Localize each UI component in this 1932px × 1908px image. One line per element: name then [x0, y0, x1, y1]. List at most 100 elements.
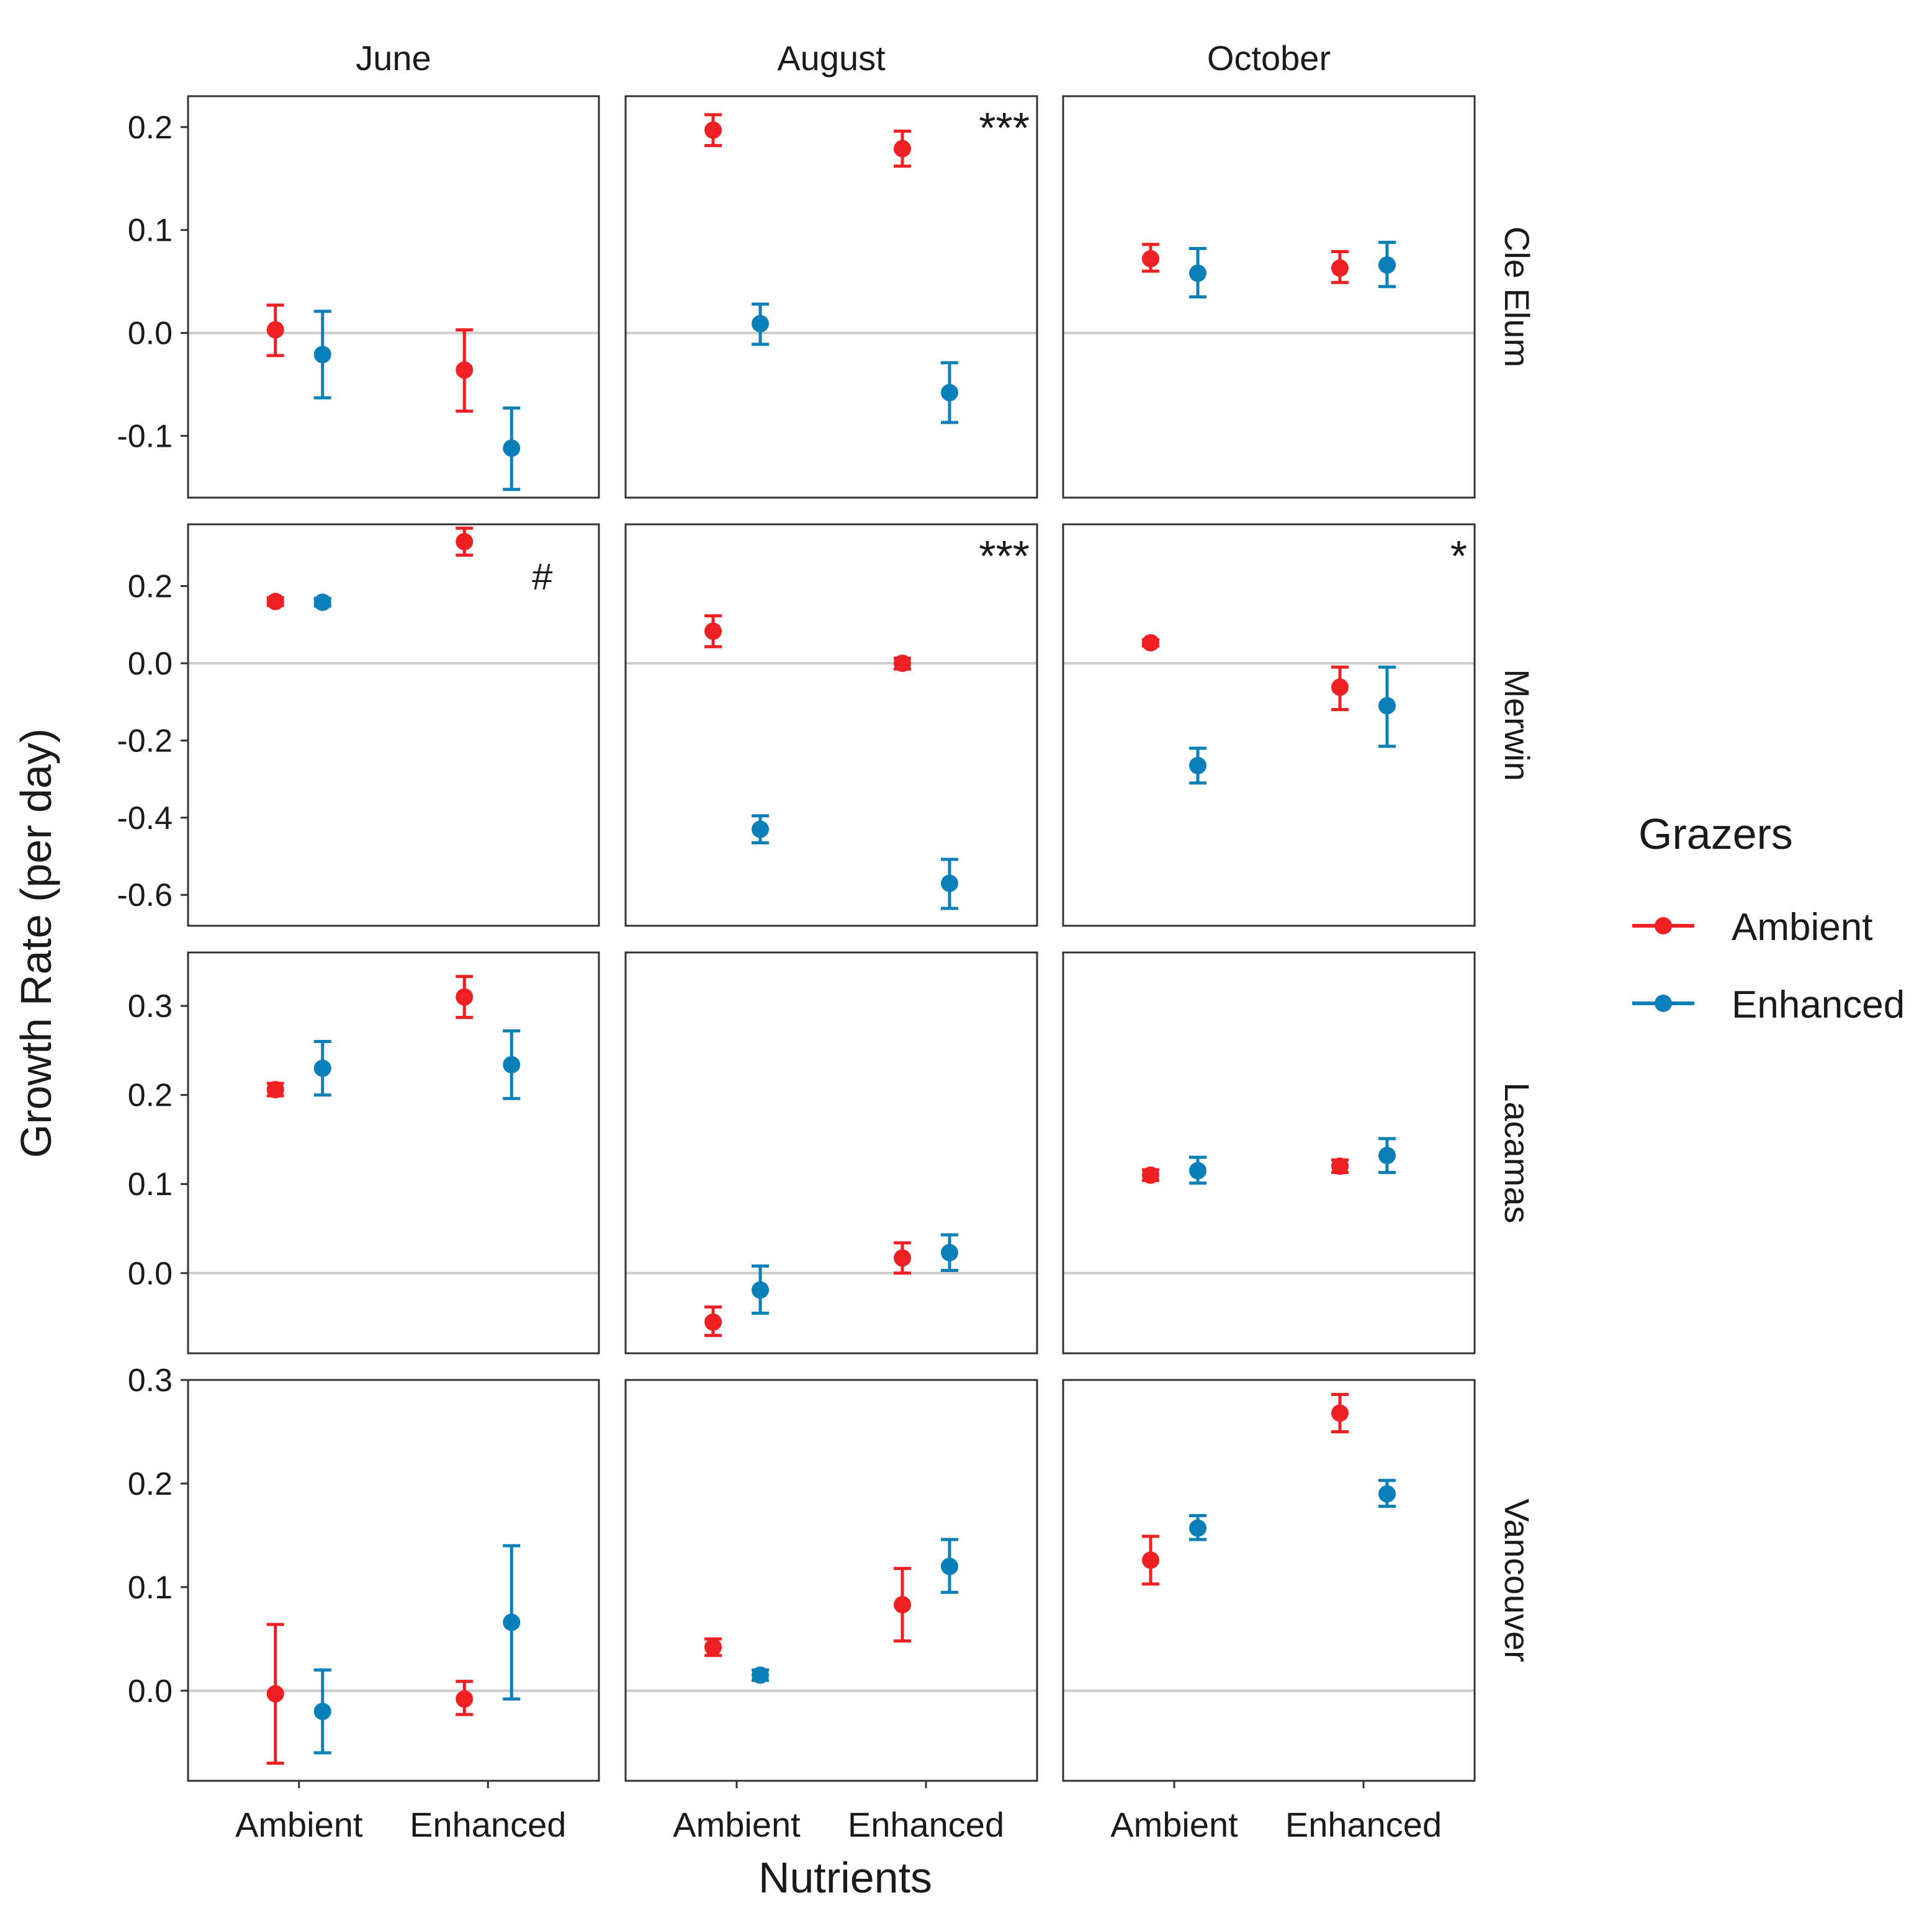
point-vancouver-august-ambient-grazers-ambient-nutrients [704, 1638, 722, 1656]
y-tick-label: 0.1 [128, 1570, 173, 1606]
point-merwin-october-ambient-grazers-enhanced-nutrients [1331, 678, 1349, 696]
point-lacamas-october-ambient-grazers-ambient-nutrients [1142, 1166, 1160, 1184]
point-merwin-june-enhanced-grazers-ambient-nutrients [313, 593, 331, 611]
legend: Grazers Ambient Enhanced [1632, 810, 1905, 1026]
legend-label-ambient: Ambient [1732, 906, 1872, 949]
point-merwin-june-ambient-grazers-ambient-nutrients [266, 593, 284, 611]
strip-label-merwin: Merwin [1498, 669, 1537, 781]
point-cle-elum-october-enhanced-grazers-ambient-nutrients [1189, 264, 1207, 282]
y-tick-label: 0.1 [128, 213, 173, 249]
point-merwin-october-ambient-grazers-ambient-nutrients [1142, 634, 1160, 652]
point-vancouver-august-ambient-grazers-enhanced-nutrients [893, 1596, 911, 1614]
strip-label-vancouver: Vancouver [1498, 1498, 1537, 1662]
point-vancouver-october-ambient-grazers-enhanced-nutrients [1331, 1404, 1349, 1422]
point-cle-elum-august-enhanced-grazers-ambient-nutrients [752, 315, 770, 333]
point-lacamas-august-enhanced-grazers-ambient-nutrients [752, 1281, 770, 1299]
point-cle-elum-october-ambient-grazers-ambient-nutrients [1142, 250, 1160, 268]
y-tick-label: 0.0 [128, 646, 173, 682]
panel-frame-merwin-august [624, 523, 1038, 927]
point-merwin-august-ambient-grazers-ambient-nutrients [704, 622, 722, 640]
panel-frame-vancouver-october [1062, 1379, 1476, 1782]
x-tick-label-august-ambient: Ambient [673, 1805, 801, 1844]
point-cle-elum-august-ambient-grazers-enhanced-nutrients [893, 140, 911, 158]
legend-key-point-enhanced [1655, 995, 1672, 1012]
y-tick-label: -0.4 [117, 800, 173, 836]
point-lacamas-august-ambient-grazers-ambient-nutrients [704, 1313, 722, 1331]
y-tick-label: -0.2 [117, 723, 173, 759]
strip-label-august: August [777, 38, 886, 78]
y-tick-label: 0.2 [128, 569, 173, 605]
strip-label-june: June [356, 38, 431, 78]
y-tick-label: 0.0 [128, 316, 173, 352]
point-cle-elum-august-ambient-grazers-ambient-nutrients [704, 121, 722, 139]
legend-entry-enhanced: Enhanced [1632, 983, 1905, 1026]
panel-frame-cle-elum-june [187, 95, 600, 499]
x-tick-label-august-enhanced: Enhanced [848, 1805, 1004, 1844]
x-axis-title: Nutrients [758, 1853, 932, 1902]
significance-cle-elum-august: *** [979, 104, 1030, 152]
y-tick-label: 0.2 [128, 1466, 173, 1502]
point-vancouver-october-ambient-grazers-ambient-nutrients [1142, 1551, 1160, 1569]
point-vancouver-june-enhanced-grazers-enhanced-nutrients [503, 1613, 521, 1631]
y-tick-label: -0.1 [117, 418, 173, 454]
y-tick-label: -0.6 [117, 877, 173, 913]
point-lacamas-june-enhanced-grazers-ambient-nutrients [313, 1059, 331, 1077]
legend-key-point-ambient [1655, 917, 1672, 934]
point-lacamas-june-ambient-grazers-ambient-nutrients [266, 1081, 284, 1099]
y-tick-label: 0.1 [128, 1167, 173, 1203]
panel-frame-cle-elum-august [624, 95, 1038, 499]
panel-frame-cle-elum-october [1062, 95, 1476, 499]
panel-frame-merwin-june [187, 523, 600, 927]
point-cle-elum-october-enhanced-grazers-enhanced-nutrients [1378, 256, 1396, 274]
y-tick-label: 0.3 [128, 1363, 173, 1399]
panel-frame-lacamas-october [1062, 951, 1476, 1355]
point-lacamas-october-enhanced-grazers-ambient-nutrients [1189, 1162, 1207, 1180]
x-tick-label-june-ambient: Ambient [235, 1805, 363, 1844]
panel-frame-merwin-october [1062, 523, 1476, 927]
strip-label-october: October [1207, 38, 1331, 78]
point-cle-elum-august-enhanced-grazers-enhanced-nutrients [940, 383, 958, 401]
strip-label-lacamas: Lacamas [1498, 1082, 1537, 1223]
y-tick-label: 0.3 [128, 988, 173, 1024]
panel-frame-vancouver-june [187, 1379, 600, 1782]
x-tick-label-october-enhanced: Enhanced [1285, 1805, 1442, 1844]
panel-frame-lacamas-august [624, 951, 1038, 1355]
y-axis-title: Growth Rate (per day) [12, 728, 60, 1158]
point-vancouver-june-ambient-grazers-ambient-nutrients [266, 1685, 284, 1703]
panel-frame-vancouver-august [624, 1379, 1038, 1782]
point-merwin-august-enhanced-grazers-enhanced-nutrients [940, 874, 958, 892]
point-vancouver-august-enhanced-grazers-ambient-nutrients [752, 1666, 770, 1684]
point-vancouver-june-ambient-grazers-enhanced-nutrients [456, 1690, 474, 1708]
strip-label-cle-elum: Cle Elum [1498, 226, 1537, 367]
point-merwin-august-enhanced-grazers-ambient-nutrients [752, 820, 770, 838]
point-vancouver-october-enhanced-grazers-ambient-nutrients [1189, 1519, 1207, 1537]
point-cle-elum-june-enhanced-grazers-enhanced-nutrients [503, 439, 521, 457]
point-merwin-october-enhanced-grazers-ambient-nutrients [1189, 756, 1207, 774]
point-cle-elum-june-ambient-grazers-ambient-nutrients [266, 321, 284, 339]
significance-merwin-june: # [532, 556, 553, 598]
point-vancouver-june-enhanced-grazers-ambient-nutrients [313, 1703, 331, 1721]
point-merwin-june-ambient-grazers-enhanced-nutrients [456, 532, 474, 550]
y-tick-label: 0.0 [128, 1673, 173, 1709]
point-cle-elum-june-enhanced-grazers-ambient-nutrients [313, 346, 331, 364]
point-lacamas-june-ambient-grazers-enhanced-nutrients [456, 988, 474, 1006]
y-tick-label: 0.2 [128, 110, 173, 146]
significance-merwin-august: *** [979, 532, 1030, 580]
point-merwin-october-enhanced-grazers-enhanced-nutrients [1378, 697, 1396, 715]
panel-frame-lacamas-june [187, 951, 600, 1355]
legend-title: Grazers [1638, 810, 1793, 858]
y-tick-label: 0.2 [128, 1078, 173, 1114]
point-vancouver-august-enhanced-grazers-enhanced-nutrients [940, 1557, 958, 1575]
point-merwin-august-ambient-grazers-enhanced-nutrients [893, 654, 911, 672]
point-lacamas-october-enhanced-grazers-enhanced-nutrients [1378, 1147, 1396, 1165]
point-cle-elum-june-ambient-grazers-enhanced-nutrients [456, 361, 474, 379]
legend-label-enhanced: Enhanced [1732, 983, 1905, 1026]
x-tick-label-october-ambient: Ambient [1110, 1805, 1238, 1844]
point-vancouver-october-enhanced-grazers-enhanced-nutrients [1378, 1485, 1396, 1503]
point-lacamas-october-ambient-grazers-enhanced-nutrients [1331, 1157, 1349, 1175]
point-lacamas-june-enhanced-grazers-enhanced-nutrients [503, 1055, 521, 1073]
significance-merwin-october: * [1450, 532, 1467, 580]
point-cle-elum-october-ambient-grazers-enhanced-nutrients [1331, 259, 1349, 277]
point-lacamas-august-ambient-grazers-enhanced-nutrients [893, 1249, 911, 1267]
